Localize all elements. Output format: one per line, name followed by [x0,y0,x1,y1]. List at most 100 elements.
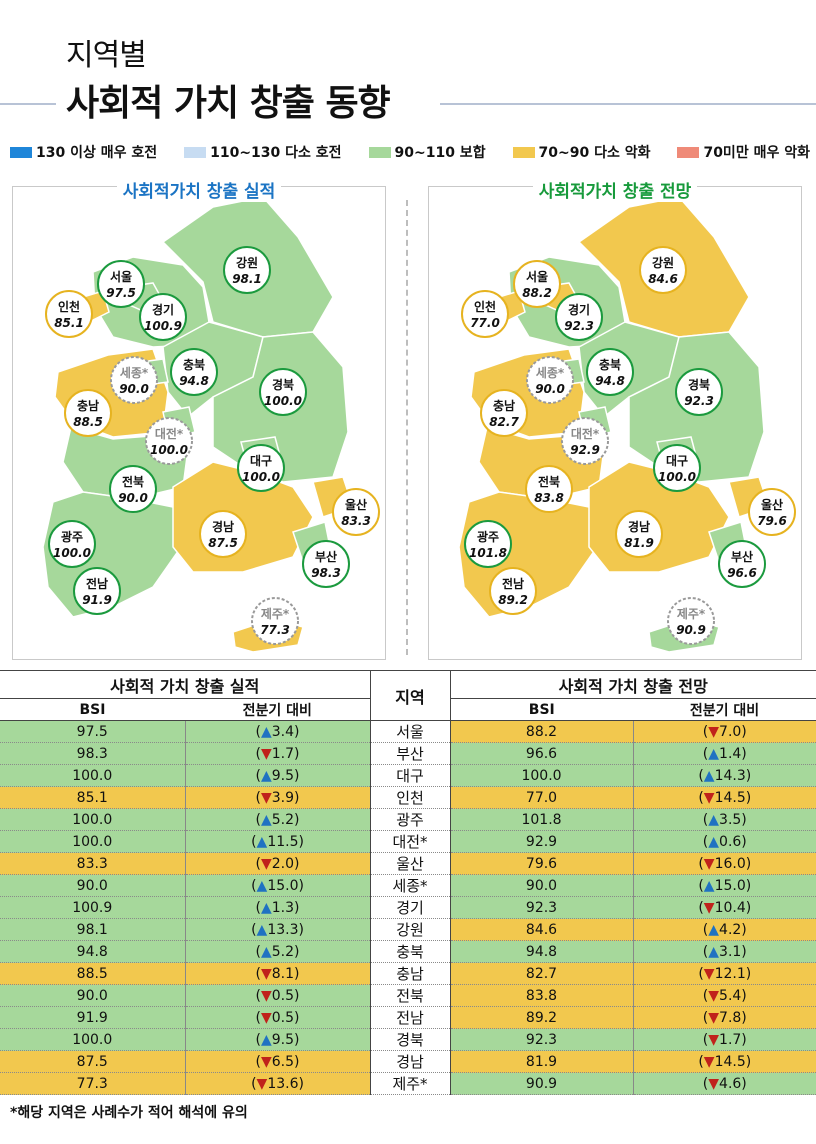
region-cell: 충북 [369,940,451,963]
table-row: 90.0 (▲15.0) 세종* 90.0 (▲15.0) [0,874,816,897]
actual-label-충남: 충남 88.5 [64,389,112,437]
table-row: 90.0 (▼0.5) 전북 83.8 (▼5.4) [0,984,816,1007]
region-name: 경남 [212,519,234,534]
actual-bsi-cell: 77.3 [0,1072,186,1095]
down-arrow-icon: ▼ [703,1053,715,1070]
actual-change-cell: (▼2.0) [185,852,371,875]
outlook-label-경기: 경기 92.3 [555,293,603,341]
region-bsi-value: 92.9 [570,443,600,457]
region-marker-circle [97,260,145,308]
region-cell: 경기 [369,896,451,919]
actual-bsi-cell: 98.3 [0,742,186,765]
up-arrow-icon: ▲ [703,767,715,784]
region-name: 경기 [152,302,174,317]
table-subheader-bsi: BSI [0,698,185,721]
up-arrow-icon: ▲ [260,811,272,828]
region-cell: 세종* [369,874,451,897]
outlook-change-value: 10.4 [714,899,746,916]
outlook-change-cell: (▼16.0) [633,852,816,875]
region-marker-circle [170,348,218,396]
region-cell: 인천 [369,786,451,809]
actual-change-value: 9.5 [271,1031,295,1048]
outlook-bsi-cell: 100.0 [450,764,634,787]
outlook-label-전북: 전북 83.8 [525,465,573,513]
up-arrow-icon: ▲ [703,877,715,894]
region-bsi-value: 98.3 [311,566,341,580]
table-row: 88.5 (▼8.1) 충남 82.7 (▼12.1) [0,962,816,985]
outlook-label-경북: 경북 92.3 [675,368,723,416]
actual-label-충북: 충북 94.8 [170,348,218,396]
region-bsi-value: 100.0 [658,470,696,484]
outlook-bsi-cell: 89.2 [450,1006,634,1029]
region-name: 제주* [261,607,290,621]
title-rule-left [0,103,56,105]
outlook-change-value: 7.8 [719,1009,742,1026]
region-bsi-value: 90.0 [118,491,148,505]
region-bsi-value: 101.8 [469,546,507,560]
actual-label-제주: 제주* 77.3 [251,597,299,645]
legend-label: 110~130 다소 호전 [210,145,342,161]
table-row: 100.0 (▲5.2) 광주 101.8 (▲3.5) [0,808,816,831]
region-marker-circle [718,540,766,588]
region-bsi-value: 88.2 [522,286,552,300]
region-marker-circle [489,567,537,615]
region-name: 서울 [526,269,548,284]
region-cell: 부산 [369,742,451,765]
legend-item: 130 이상 매우 호전 [10,142,157,162]
up-arrow-icon: ▲ [260,943,272,960]
actual-bsi-cell: 85.1 [0,786,186,809]
region-name: 광주 [477,529,499,544]
outlook-change-cell: (▲4.2) [633,918,816,941]
map-title-actual-text: 사회적가치 창출 실적 [116,182,282,202]
actual-label-경남: 경남 87.5 [199,510,247,558]
outlook-bsi-cell: 77.0 [450,786,634,809]
up-arrow-icon: ▲ [260,723,272,740]
up-arrow-icon: ▲ [256,921,268,938]
down-arrow-icon: ▼ [260,789,272,806]
region-marker-circle [223,246,271,294]
region-cell: 대전* [369,830,451,853]
actual-label-세종: 세종* 90.0 [110,356,158,404]
outlook-bsi-cell: 96.6 [450,742,634,765]
outlook-change-cell: (▼10.4) [633,896,816,919]
outlook-change-value: 15.0 [714,877,746,894]
legend-swatch [677,146,700,158]
region-name: 충남 [493,398,515,413]
outlook-bsi-cell: 79.6 [450,852,634,875]
map-title-outlook-text: 사회적가치 창출 전망 [532,182,698,202]
table-header-outlook: 사회적 가치 창출 전망 [450,670,816,699]
region-cell: 강원 [369,918,451,941]
actual-label-전남: 전남 91.9 [73,567,121,615]
region-bsi-value: 91.9 [82,593,112,607]
region-bsi-value: 100.9 [144,319,182,333]
region-marker-circle [480,389,528,437]
region-name: 전북 [122,474,144,489]
actual-bsi-cell: 83.3 [0,852,186,875]
outlook-change-cell: (▼5.4) [633,984,816,1007]
region-name: 제주* [677,607,706,621]
down-arrow-icon: ▼ [708,987,720,1004]
down-arrow-icon: ▼ [260,1053,272,1070]
actual-change-cell: (▲3.4) [185,720,371,743]
actual-change-cell: (▼0.5) [185,984,371,1007]
actual-label-인천: 인천 85.1 [45,290,93,338]
actual-change-value: 13.3 [267,921,299,938]
outlook-change-cell: (▼4.6) [633,1072,816,1095]
legend-label: 70~90 다소 악화 [538,145,651,161]
region-name: 전남 [86,576,108,591]
actual-label-울산: 울산 83.3 [332,488,380,536]
actual-bsi-cell: 100.0 [0,1028,186,1051]
region-bsi-value: 83.8 [534,491,564,505]
map-actual: 서울 97.5 인천 85.1 경기 100.9 강원 98.1 세종* 90.0 충북 94.8 충남… [42,196,380,653]
actual-change-value: 9.5 [271,767,295,784]
region-name: 충북 [599,357,621,372]
header: 지역별 사회적 가치 창출 동향 [0,0,816,130]
page-title-line2: 사회적 가치 창출 동향 [66,83,391,124]
region-bsi-value: 83.3 [341,514,371,528]
region-marker-circle [653,444,701,492]
actual-bsi-cell: 100.0 [0,764,186,787]
actual-change-value: 3.9 [271,789,295,806]
actual-bsi-cell: 100.0 [0,830,186,853]
region-cell: 광주 [369,808,451,831]
outlook-change-value: 0.6 [719,833,742,850]
